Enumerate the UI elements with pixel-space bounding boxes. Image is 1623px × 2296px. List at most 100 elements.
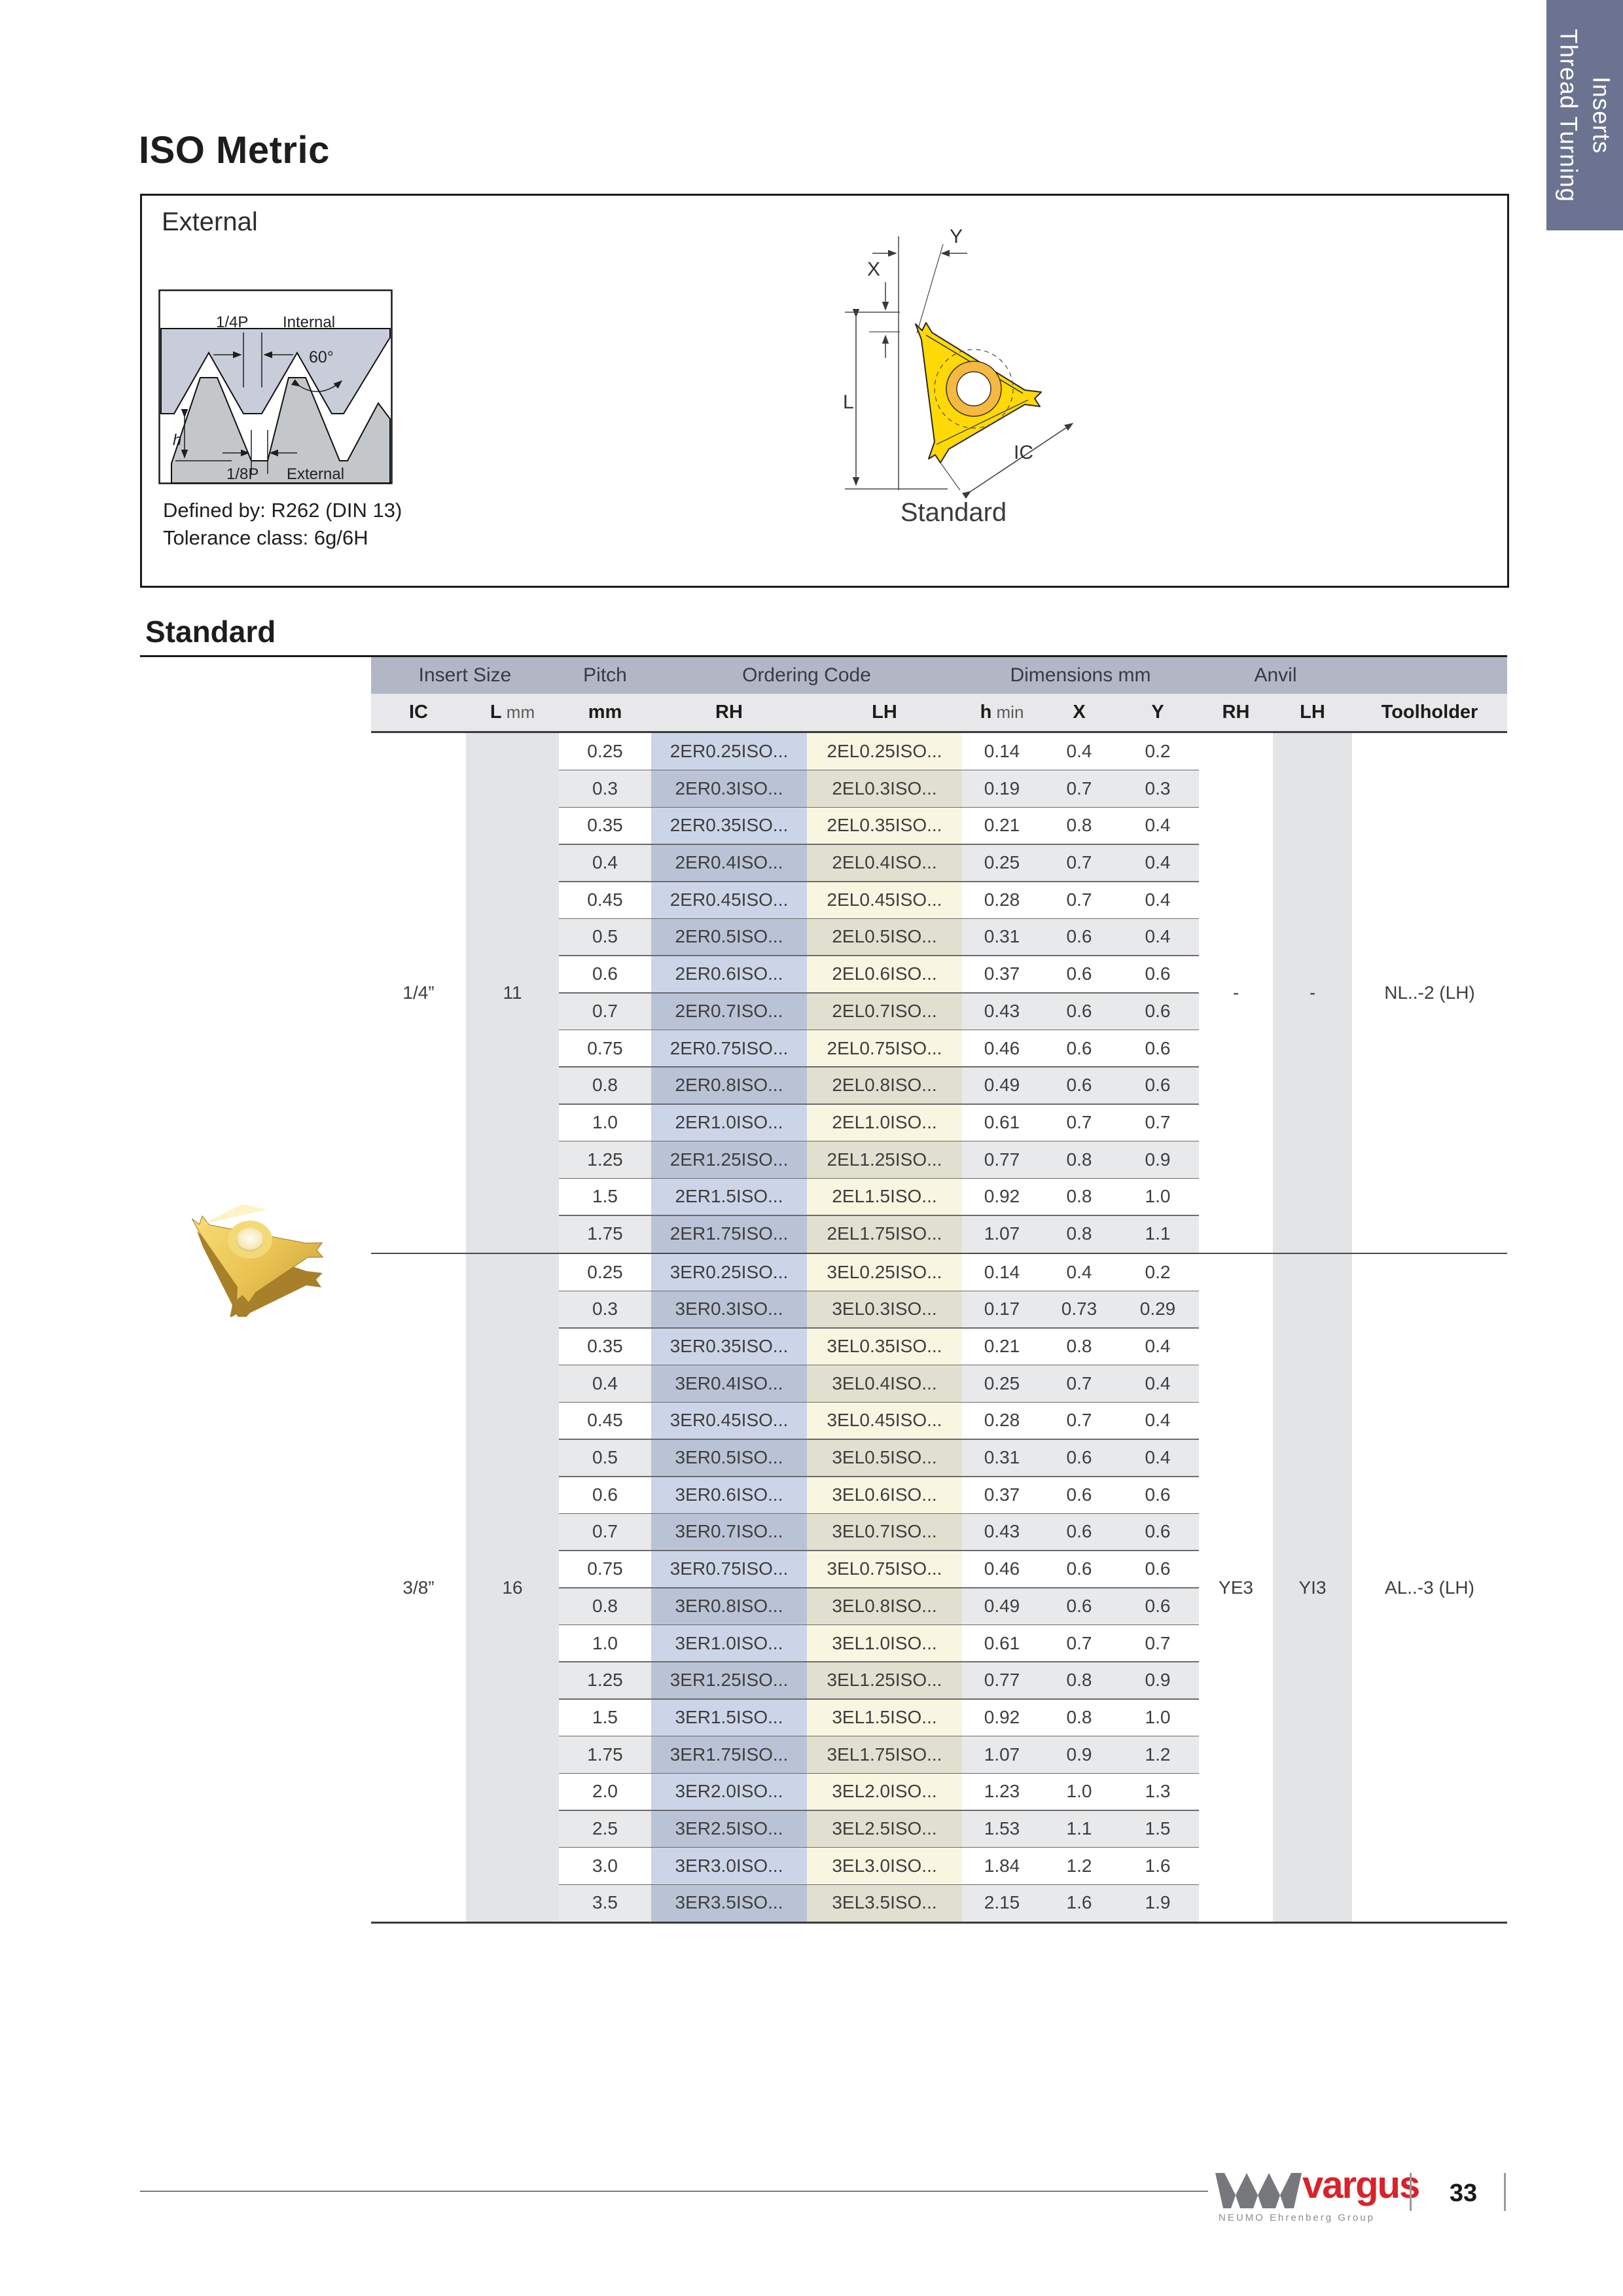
cell-code-rh: 3ER0.8ISO... — [675, 1595, 783, 1616]
page-number: 33 — [1449, 2179, 1478, 2207]
cell-code-lh: 2EL0.4ISO... — [832, 852, 937, 873]
cell-code-rh: 3ER1.0ISO... — [675, 1632, 783, 1653]
column-strip — [1273, 733, 1352, 1922]
col-header-lh: LH — [872, 702, 897, 723]
cell-y: 0.4 — [1145, 1372, 1171, 1393]
insert-size-group-2: 0.25 3ER0.25ISO... 3EL0.25ISO... 0.14 0.4 0.2… — [371, 1252, 1507, 1922]
cell-x: 0.7 — [1066, 852, 1092, 873]
cell-x: 1.0 — [1066, 1781, 1092, 1802]
cell-pitch: 0.3 — [592, 778, 618, 798]
cell-code-lh: 3EL0.45ISO... — [827, 1410, 942, 1431]
cell-x: 0.8 — [1066, 1670, 1092, 1691]
cell-y: 0.6 — [1145, 1595, 1171, 1616]
cell-h-min: 1.07 — [984, 1744, 1020, 1765]
col-header-mm: mm — [588, 702, 622, 723]
insert-photo — [191, 1204, 324, 1317]
cell-y: 0.4 — [1145, 1447, 1171, 1468]
group-header-anvil: Anvil — [1254, 664, 1297, 686]
group-anvil_rh: YE3 — [1219, 1577, 1253, 1598]
table-body: 0.25 2ER0.25ISO... 2EL0.25ISO... 0.14 0.4 0.2… — [371, 733, 1507, 1922]
cell-pitch: 0.6 — [592, 1484, 618, 1505]
cell-x: 0.8 — [1066, 1186, 1092, 1207]
insert-size-group-1: 0.25 2ER0.25ISO... 2EL0.25ISO... 0.14 0.4 0.2… — [371, 733, 1507, 1253]
cell-pitch: 1.75 — [587, 1744, 623, 1765]
cell-h-min: 0.46 — [984, 1037, 1020, 1058]
cell-h-min: 0.92 — [984, 1706, 1020, 1727]
group-toolholder: AL..-3 (LH) — [1385, 1577, 1474, 1598]
svg-text:L: L — [843, 391, 854, 413]
cell-h-min: 0.37 — [984, 963, 1020, 984]
cell-y: 0.6 — [1145, 1000, 1171, 1021]
cell-y: 1.6 — [1145, 1855, 1171, 1876]
cell-h-min: 0.25 — [984, 852, 1020, 873]
external-label: External — [162, 207, 258, 236]
cell-code-rh: 3ER3.5ISO... — [675, 1892, 783, 1913]
group-l: 11 — [503, 982, 522, 1003]
svg-text:h: h — [173, 431, 181, 449]
cell-code-rh: 2ER0.25ISO... — [669, 741, 789, 761]
cell-code-lh: 3EL0.3ISO... — [832, 1299, 937, 1319]
column-strip — [807, 733, 962, 1922]
cell-code-lh: 3EL0.8ISO... — [832, 1595, 937, 1616]
cell-pitch: 0.4 — [592, 852, 618, 873]
standard-table: Insert Size Pitch Ordering Code Dimensions … — [371, 657, 1507, 1924]
cell-y: 0.2 — [1145, 1261, 1171, 1282]
column-strip — [651, 733, 807, 1922]
svg-text:X: X — [867, 259, 880, 280]
cell-code-rh: 2ER1.5ISO... — [675, 1186, 783, 1207]
cell-pitch: 1.25 — [587, 1670, 623, 1691]
group-anvil_rh: - — [1232, 982, 1240, 1003]
cell-x: 0.7 — [1066, 1372, 1092, 1393]
external-thread-shape — [171, 377, 391, 484]
cell-pitch: 0.5 — [592, 1447, 618, 1468]
cell-code-lh: 3EL1.0ISO... — [832, 1632, 937, 1653]
cell-code-rh: 3ER0.6ISO... — [675, 1484, 783, 1505]
cell-code-lh: 3EL0.7ISO... — [832, 1521, 937, 1542]
cell-pitch: 0.8 — [592, 1595, 618, 1616]
cell-x: 0.4 — [1066, 1261, 1092, 1282]
cell-x: 0.8 — [1066, 1223, 1092, 1244]
cell-pitch: 1.5 — [592, 1186, 618, 1207]
page-title: ISO Metric — [139, 129, 330, 171]
cell-y: 0.3 — [1145, 778, 1171, 798]
cell-h-min: 1.23 — [984, 1781, 1020, 1802]
svg-text:Y: Y — [950, 228, 963, 247]
cell-x: 0.6 — [1066, 1447, 1092, 1468]
cell-y: 0.9 — [1145, 1149, 1171, 1170]
cell-x: 0.6 — [1066, 1558, 1092, 1579]
group-ic: 3/8” — [402, 1577, 435, 1598]
cell-pitch: 0.8 — [592, 1075, 618, 1096]
cell-code-rh: 3ER1.25ISO... — [669, 1670, 789, 1691]
cell-code-lh: 3EL0.25ISO... — [827, 1261, 942, 1282]
cell-code-lh: 3EL3.0ISO... — [832, 1855, 937, 1876]
cell-h-min: 1.07 — [984, 1223, 1020, 1244]
col-header-x: X — [1073, 702, 1086, 723]
group-header-pitch: Pitch — [583, 664, 627, 686]
cell-pitch: 1.0 — [592, 1632, 618, 1653]
cell-y: 0.7 — [1145, 1632, 1171, 1653]
cell-code-lh: 2EL1.25ISO... — [827, 1149, 942, 1170]
cell-h-min: 0.92 — [984, 1186, 1020, 1207]
cell-pitch: 0.35 — [587, 815, 623, 836]
cell-code-rh: 3ER0.4ISO... — [675, 1372, 783, 1393]
cell-y: 1.2 — [1145, 1744, 1171, 1765]
cell-y: 1.1 — [1145, 1223, 1171, 1244]
cell-code-lh: 2EL1.0ISO... — [832, 1111, 937, 1132]
svg-text:External: External — [287, 465, 344, 483]
cell-code-rh: 2ER0.35ISO... — [669, 815, 789, 836]
cell-x: 0.8 — [1066, 1336, 1092, 1357]
cell-h-min: 0.49 — [984, 1075, 1020, 1096]
cell-pitch: 0.25 — [587, 741, 623, 761]
col-header-y: Y — [1151, 702, 1164, 723]
cell-x: 0.7 — [1066, 1632, 1092, 1653]
cell-pitch: 1.25 — [587, 1149, 623, 1170]
cell-y: 0.4 — [1145, 926, 1171, 947]
cell-y: 0.4 — [1145, 1410, 1171, 1431]
logo-tagline: NEUMO Ehrenberg Group — [1219, 2212, 1375, 2223]
cell-code-lh: 3EL1.25ISO... — [827, 1670, 942, 1691]
cell-x: 0.7 — [1066, 778, 1092, 798]
cell-code-lh: 3EL0.35ISO... — [827, 1336, 942, 1357]
cell-x: 0.6 — [1066, 963, 1092, 984]
cell-y: 0.6 — [1145, 1075, 1171, 1096]
